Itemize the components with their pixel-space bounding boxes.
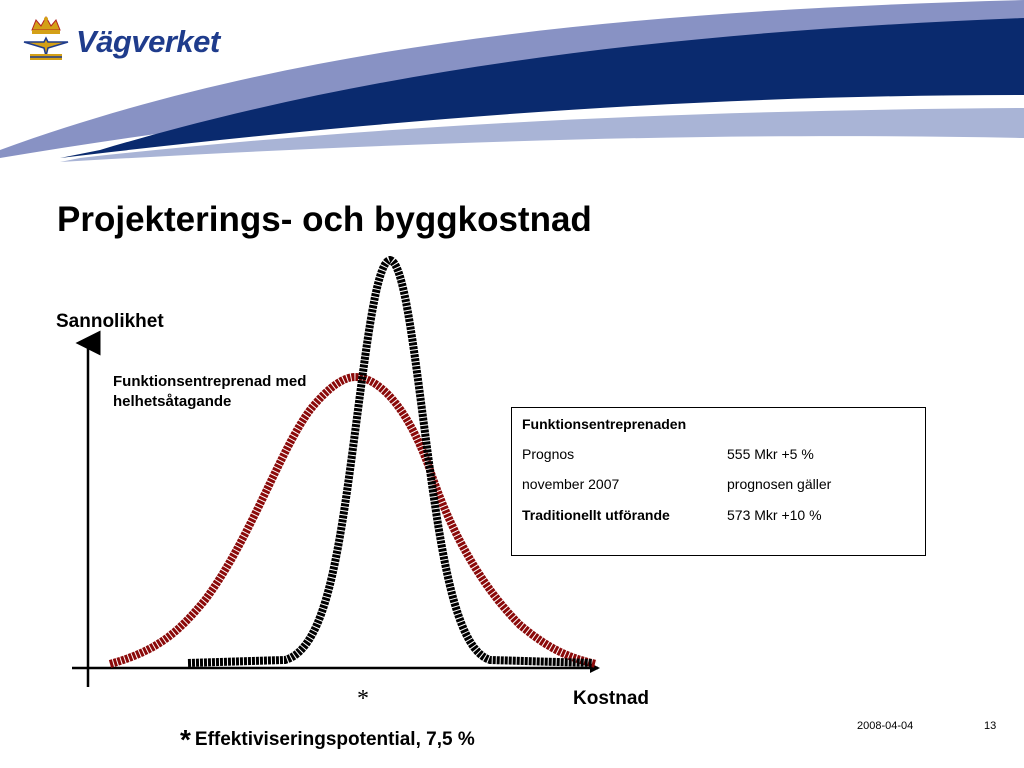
info-row: Prognos 555 Mkr +5 % xyxy=(522,446,917,466)
x-axis-label: Kostnad xyxy=(573,688,649,709)
info-row-label: november 2007 xyxy=(522,476,620,492)
page-title: Projekterings- och byggkostnad xyxy=(57,200,592,239)
slide-date: 2008-04-04 xyxy=(857,720,914,732)
crown-emblem-icon xyxy=(23,15,69,60)
brand-name: Vägverket xyxy=(76,24,220,59)
info-box: Funktionsentreprenaden Prognos 555 Mkr +… xyxy=(511,407,926,556)
info-row-value: 573 Mkr +10 % xyxy=(727,507,822,523)
info-row-value: 555 Mkr +5 % xyxy=(727,446,814,462)
y-axis-label: Sannolikhet xyxy=(56,311,164,332)
narrow-distribution-curve xyxy=(187,255,593,667)
header-swoosh xyxy=(0,0,1024,162)
page-number: 13 xyxy=(984,720,997,732)
footnote-text: Effektiviseringspotential, 7,5 % xyxy=(194,729,475,750)
wide-curve-label: Funktionsentreprenad med helhetsåtagande xyxy=(113,373,307,410)
wide-distribution-curve xyxy=(108,372,597,668)
footnote-star: * xyxy=(180,724,191,755)
info-row: november 2007 prognosen gäller xyxy=(522,476,917,496)
asterisk-mark: * xyxy=(357,686,369,712)
info-row-label: Prognos xyxy=(522,446,575,462)
info-row: Traditionellt utförande 573 Mkr +10 % xyxy=(522,507,917,527)
info-box-heading: Funktionsentreprenaden xyxy=(522,416,687,432)
info-row-value: prognosen gäller xyxy=(727,476,832,492)
footnote: * Effektiviseringspotential, 7,5 % xyxy=(180,724,475,756)
info-row-label: Traditionellt utförande xyxy=(522,507,670,523)
